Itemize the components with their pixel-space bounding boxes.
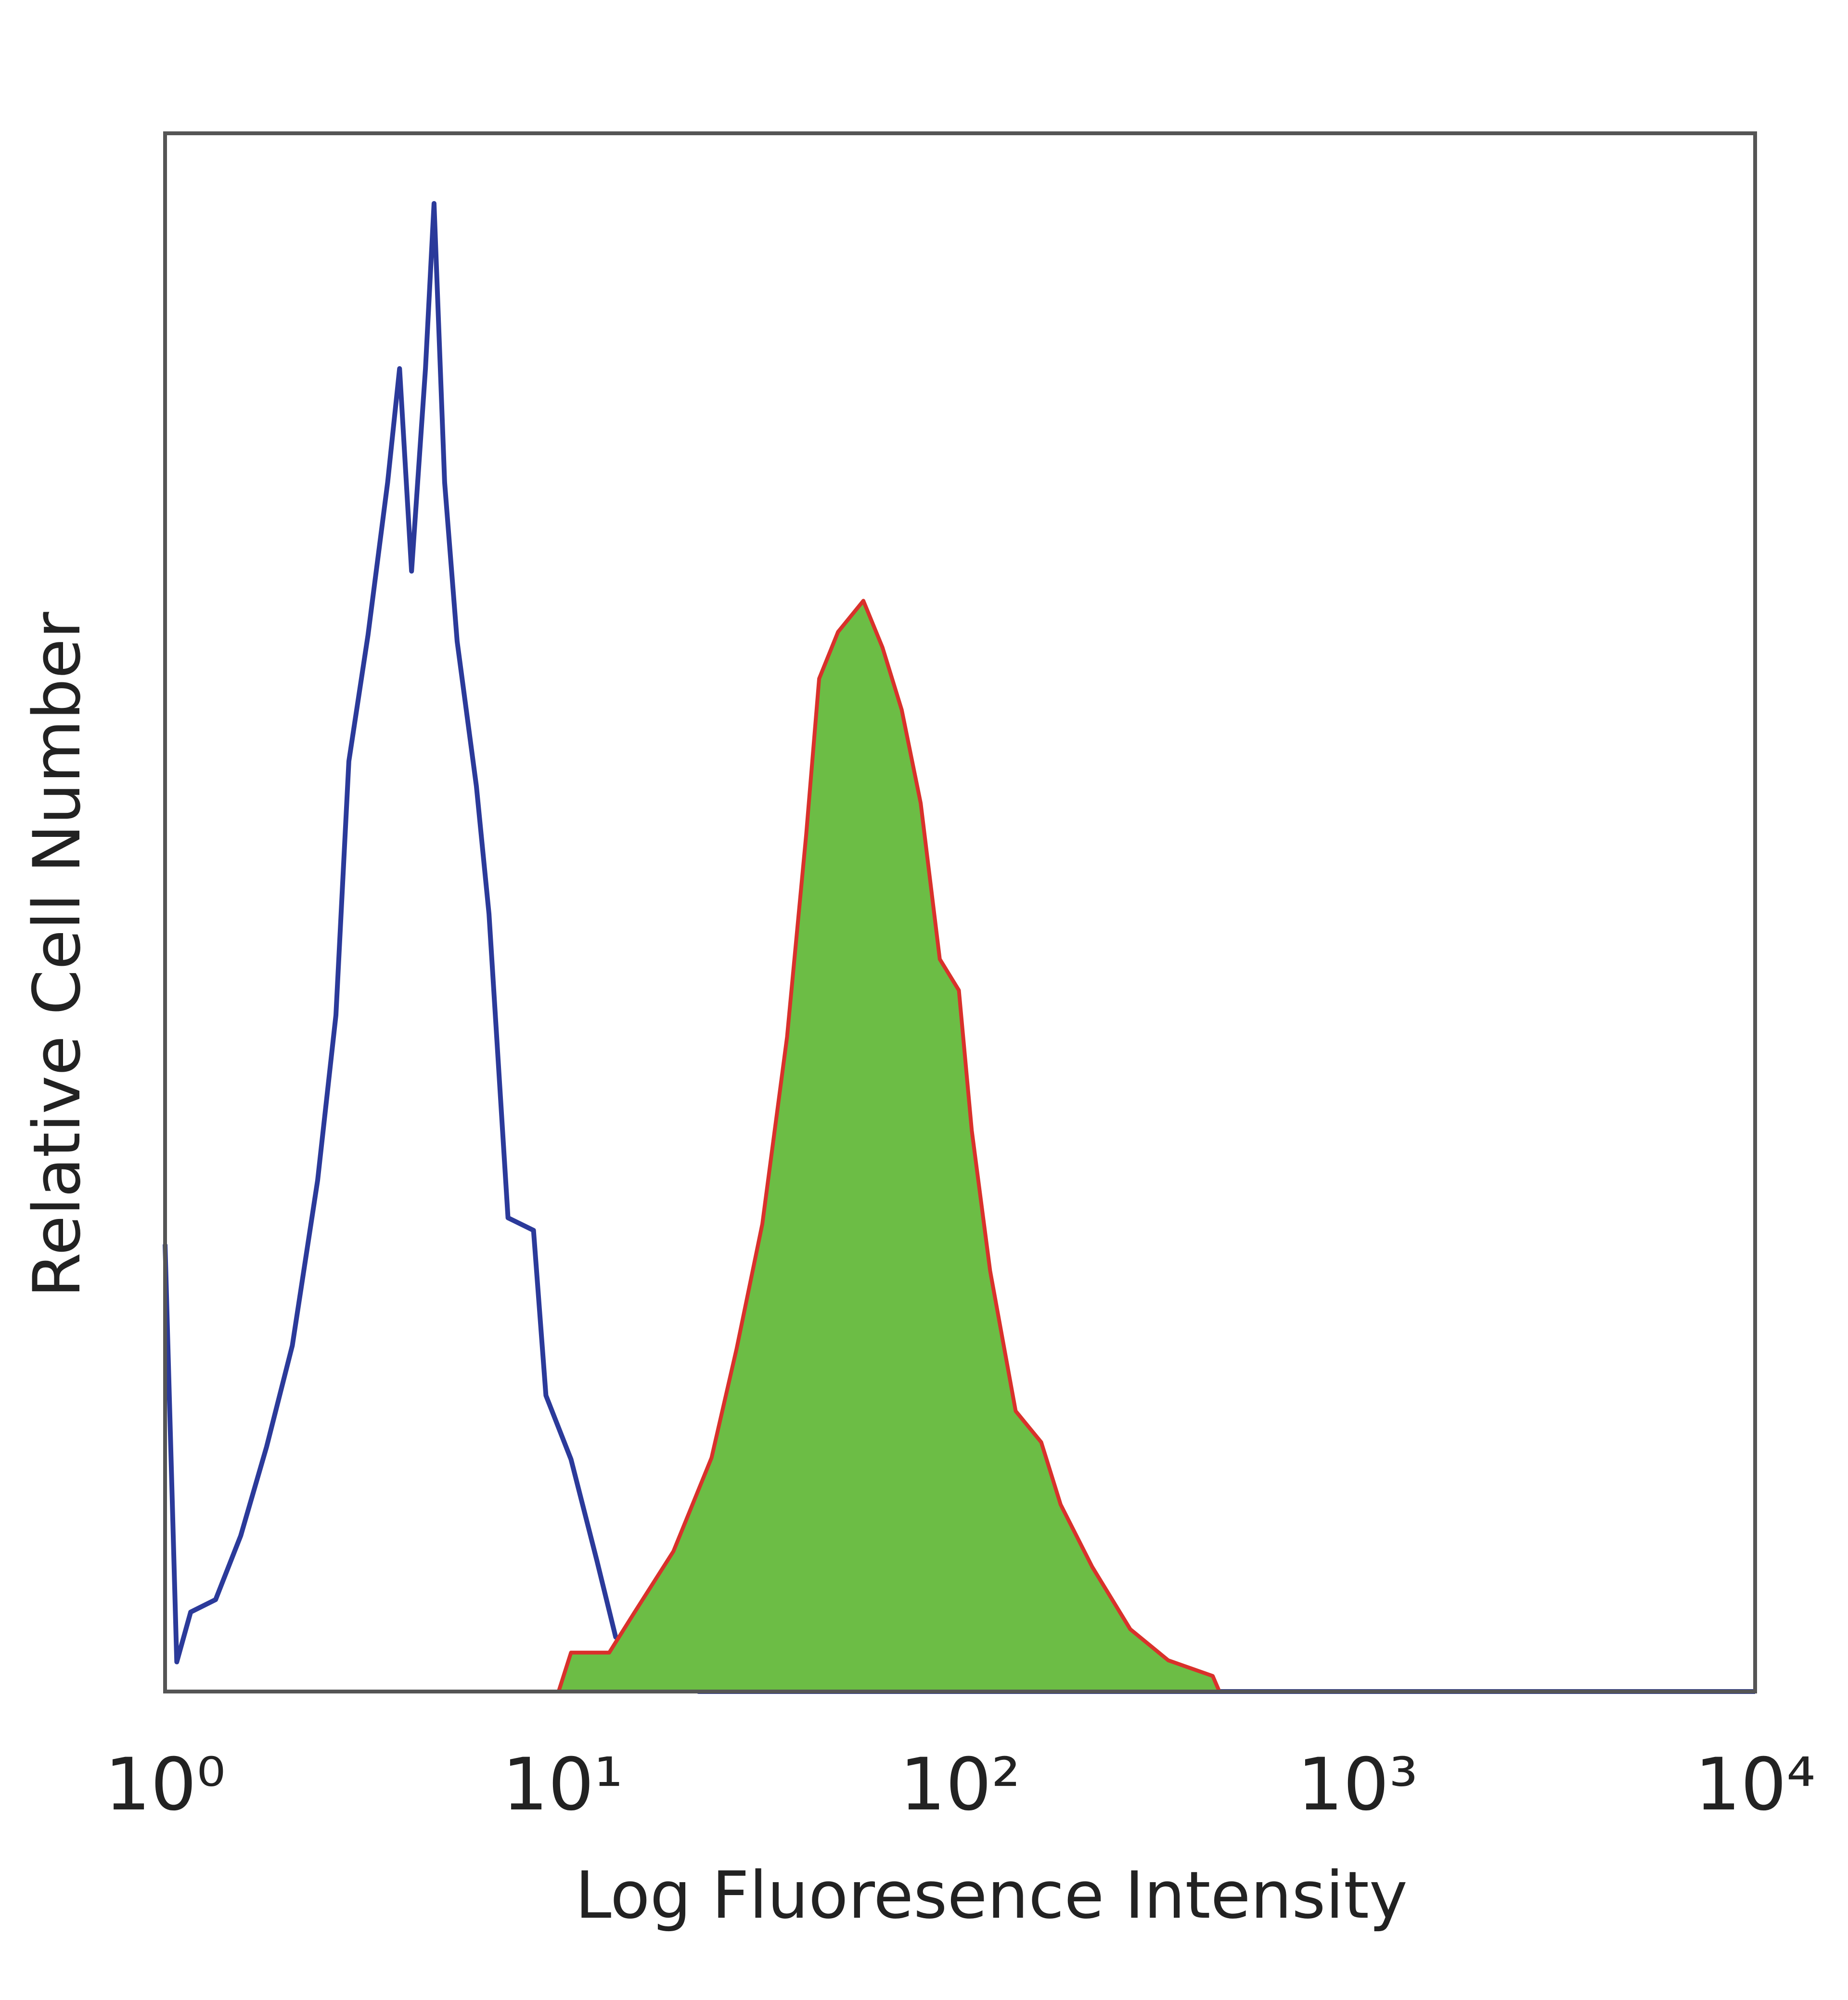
y-axis-label: Relative Cell Number	[19, 612, 95, 1297]
x-tick-label: 10⁰	[104, 1743, 225, 1827]
x-axis-label: Log Fluoresence Intensity	[575, 1858, 1408, 1933]
x-tick-label: 10²	[899, 1743, 1020, 1827]
plot-frame	[163, 131, 1757, 1693]
x-tick-label: 10¹	[502, 1743, 623, 1827]
area	[165, 601, 1755, 1692]
x-tick-label: 10³	[1297, 1743, 1418, 1827]
x-tick-label: 10⁴	[1694, 1743, 1815, 1827]
series-line	[163, 201, 1755, 1694]
series-line	[165, 599, 1755, 1693]
